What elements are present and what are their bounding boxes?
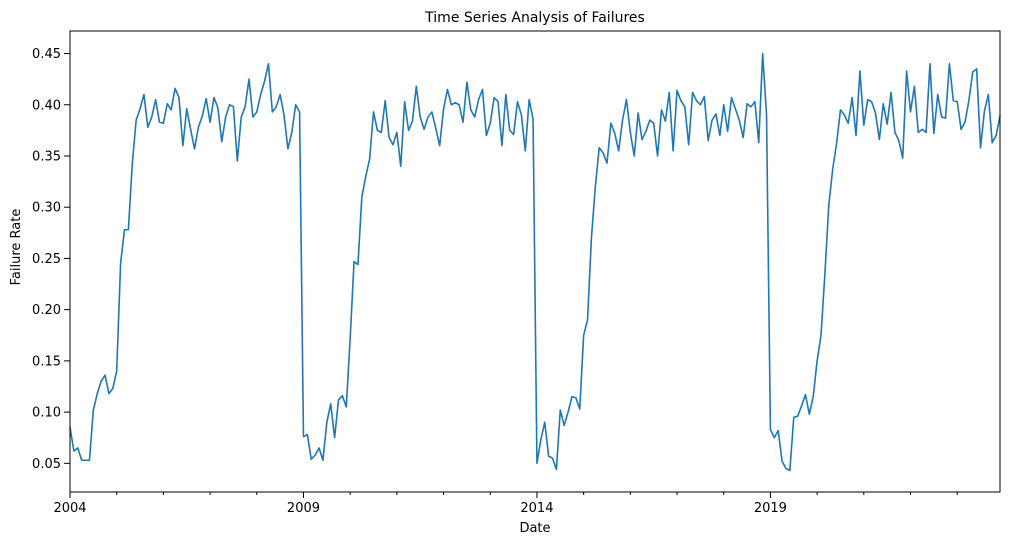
x-tick-label: 2004 xyxy=(53,501,86,516)
series-layer xyxy=(69,52,1001,472)
chart-title: Time Series Analysis of Failures xyxy=(424,10,645,26)
y-axis-ticks: 0.05 0.10 0.15 0.20 0.25 0.30 0.35 0.40 0.45 xyxy=(32,47,70,472)
x-tick-label: 2009 xyxy=(287,501,320,516)
y-tick-label: 0.35 xyxy=(32,149,61,164)
x-axis-label: Date xyxy=(519,521,550,536)
series-line xyxy=(69,52,1001,472)
y-tick-label: 0.20 xyxy=(32,303,61,318)
y-tick-label: 0.05 xyxy=(32,457,61,472)
x-tick-label: 2014 xyxy=(520,501,553,516)
y-tick-label: 0.15 xyxy=(32,354,61,369)
y-tick-label: 0.30 xyxy=(32,201,61,216)
x-tick-label: 2019 xyxy=(754,501,787,516)
y-tick-label: 0.25 xyxy=(32,252,61,267)
y-tick-label: 0.40 xyxy=(32,98,61,113)
y-tick-label: 0.10 xyxy=(32,406,61,421)
plot-frame xyxy=(69,30,1001,493)
y-tick-label: 0.45 xyxy=(32,47,61,62)
y-axis-label: Failure Rate xyxy=(9,209,24,286)
x-axis-ticks: 2004 2009 2014 2019 xyxy=(53,492,958,516)
